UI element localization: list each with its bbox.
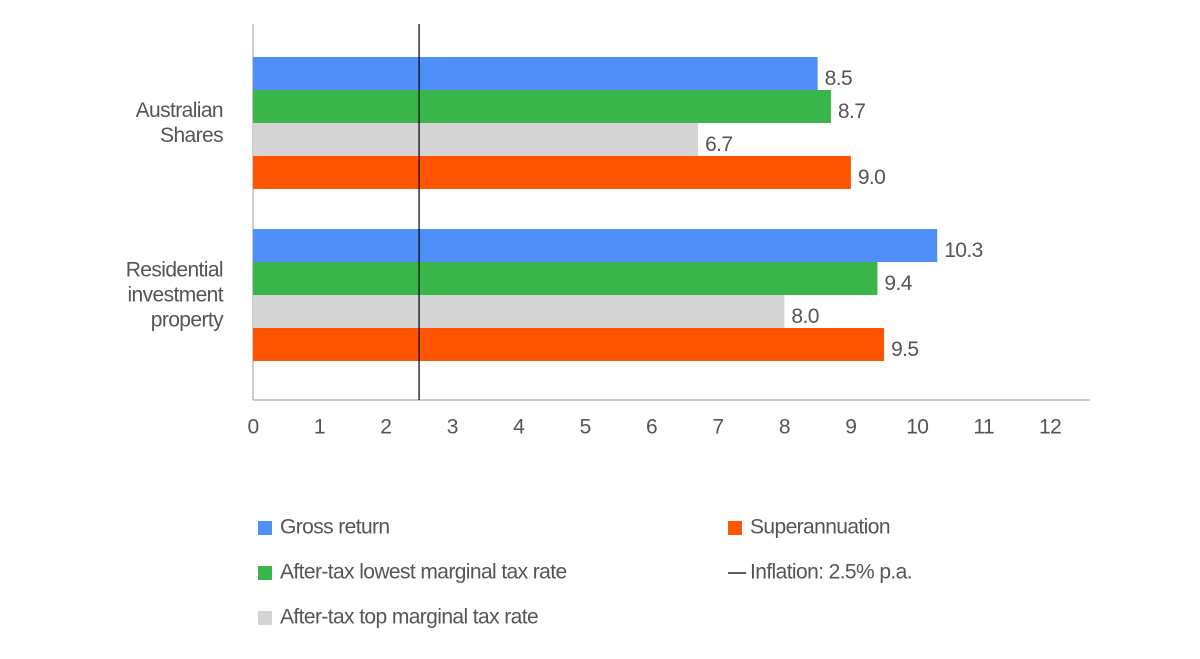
legend-label: Superannuation bbox=[750, 516, 890, 539]
bar bbox=[253, 156, 851, 189]
value-label: 10.3 bbox=[944, 239, 982, 262]
x-tick-label: 7 bbox=[712, 416, 723, 439]
bar bbox=[253, 262, 878, 295]
legend-swatch bbox=[258, 566, 272, 580]
bar bbox=[253, 123, 699, 156]
bar bbox=[253, 229, 938, 262]
x-tick-label: 1 bbox=[314, 416, 325, 439]
category-label: Australian Shares bbox=[135, 99, 224, 147]
x-tick-label: 9 bbox=[845, 416, 856, 439]
value-label: 9.4 bbox=[884, 272, 912, 295]
bar bbox=[253, 328, 885, 361]
value-label: 9.5 bbox=[891, 338, 918, 361]
x-tick-label: 5 bbox=[580, 416, 591, 439]
value-label: 8.0 bbox=[791, 305, 818, 328]
x-tick-label: 6 bbox=[646, 416, 657, 439]
value-label: 9.0 bbox=[858, 166, 885, 189]
legend-swatch bbox=[258, 611, 272, 625]
legend-label: Inflation: 2.5% p.a. bbox=[750, 561, 912, 584]
x-tick-label: 11 bbox=[973, 416, 994, 439]
legend-label: Gross return bbox=[280, 516, 390, 539]
bar bbox=[253, 295, 785, 328]
x-tick-label: 4 bbox=[513, 416, 525, 439]
x-tick-label: 2 bbox=[380, 416, 391, 439]
x-tick-label: 8 bbox=[779, 416, 790, 439]
x-tick-label: 3 bbox=[447, 416, 458, 439]
value-label: 8.7 bbox=[838, 100, 865, 123]
value-label: 6.7 bbox=[705, 133, 732, 156]
legend-swatch bbox=[258, 521, 272, 535]
bar bbox=[253, 57, 818, 90]
legend-label: After-tax top marginal tax rate bbox=[280, 606, 538, 629]
value-label: 8.5 bbox=[825, 67, 852, 90]
x-tick-label: 10 bbox=[906, 416, 928, 439]
x-tick-label: 12 bbox=[1039, 416, 1061, 439]
category-label: Residential investment property bbox=[125, 258, 224, 332]
bar bbox=[253, 90, 831, 123]
x-tick-label: 0 bbox=[247, 416, 258, 439]
legend-swatch bbox=[728, 521, 742, 535]
legend-label: After-tax lowest marginal tax rate bbox=[280, 561, 567, 584]
